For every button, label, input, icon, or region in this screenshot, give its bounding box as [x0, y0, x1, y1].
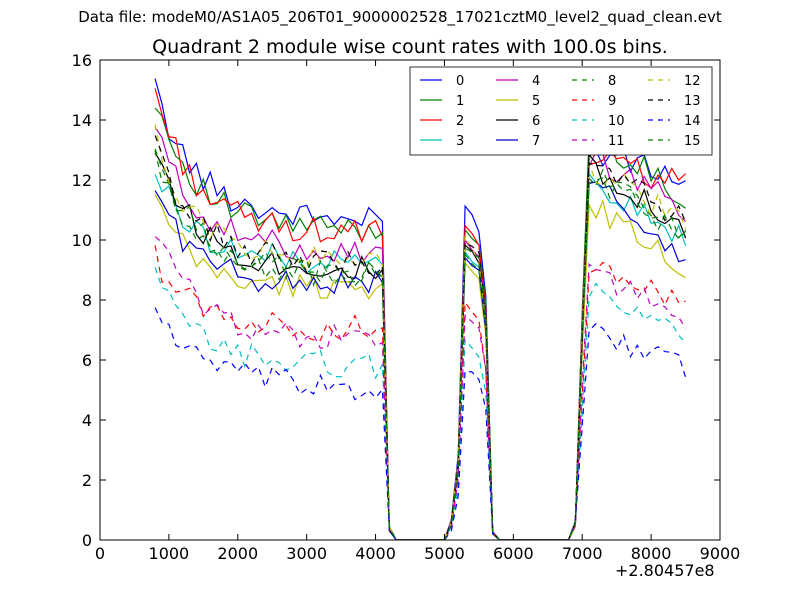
series-line-10	[154, 267, 687, 540]
y-tick-label: 8	[82, 291, 92, 310]
y-tick-label: 10	[72, 231, 92, 250]
y-tick-label: 16	[72, 51, 92, 70]
y-tick-label: 12	[72, 171, 92, 190]
x-tick-label: 0	[95, 544, 105, 563]
legend-label-12: 12	[684, 74, 701, 89]
supertitle: Data file: modeM0/AS1A05_206T01_90000025…	[78, 8, 722, 26]
series-line-5	[154, 194, 686, 540]
chart-title: Quadrant 2 module wise count rates with …	[152, 36, 668, 58]
series-line-2	[154, 88, 687, 540]
legend-label-8: 8	[608, 74, 616, 89]
legend-label-0: 0	[456, 74, 464, 89]
series-line-6	[154, 152, 687, 540]
legend-label-2: 2	[456, 114, 464, 129]
x-tick-label: 1000	[149, 544, 190, 563]
x-tick-label: 6000	[493, 544, 534, 563]
x-axis-offset-label: +2.80457e8	[615, 561, 715, 580]
series-line-15	[154, 150, 687, 540]
legend-label-11: 11	[608, 134, 625, 149]
legend-label-13: 13	[684, 94, 701, 109]
x-tick-label: 9000	[700, 544, 741, 563]
series-line-13	[154, 135, 687, 540]
legend-label-7: 7	[532, 134, 540, 149]
legend-label-5: 5	[532, 94, 540, 109]
legend-label-6: 6	[532, 114, 540, 129]
x-tick-label: 4000	[355, 544, 396, 563]
x-tick-label: 7000	[562, 544, 603, 563]
legend-label-1: 1	[456, 94, 464, 109]
y-tick-label: 4	[82, 411, 92, 430]
y-tick-label: 14	[72, 111, 92, 130]
legend-label-15: 15	[684, 134, 701, 149]
y-tick-label: 2	[82, 471, 92, 490]
legend-label-3: 3	[456, 134, 464, 149]
legend-label-14: 14	[684, 114, 701, 129]
legend-label-9: 9	[608, 94, 616, 109]
series-group	[154, 78, 687, 540]
x-tick-label: 5000	[424, 544, 465, 563]
y-tick-label: 0	[82, 531, 92, 550]
y-tick-label: 6	[82, 351, 92, 370]
x-tick-label: 3000	[286, 544, 327, 563]
x-tick-label: 8000	[631, 544, 672, 563]
series-line-11	[154, 236, 687, 540]
legend-label-10: 10	[608, 114, 625, 129]
legend-label-4: 4	[532, 74, 540, 89]
x-tick-label: 2000	[217, 544, 258, 563]
series-line-12	[154, 124, 687, 540]
